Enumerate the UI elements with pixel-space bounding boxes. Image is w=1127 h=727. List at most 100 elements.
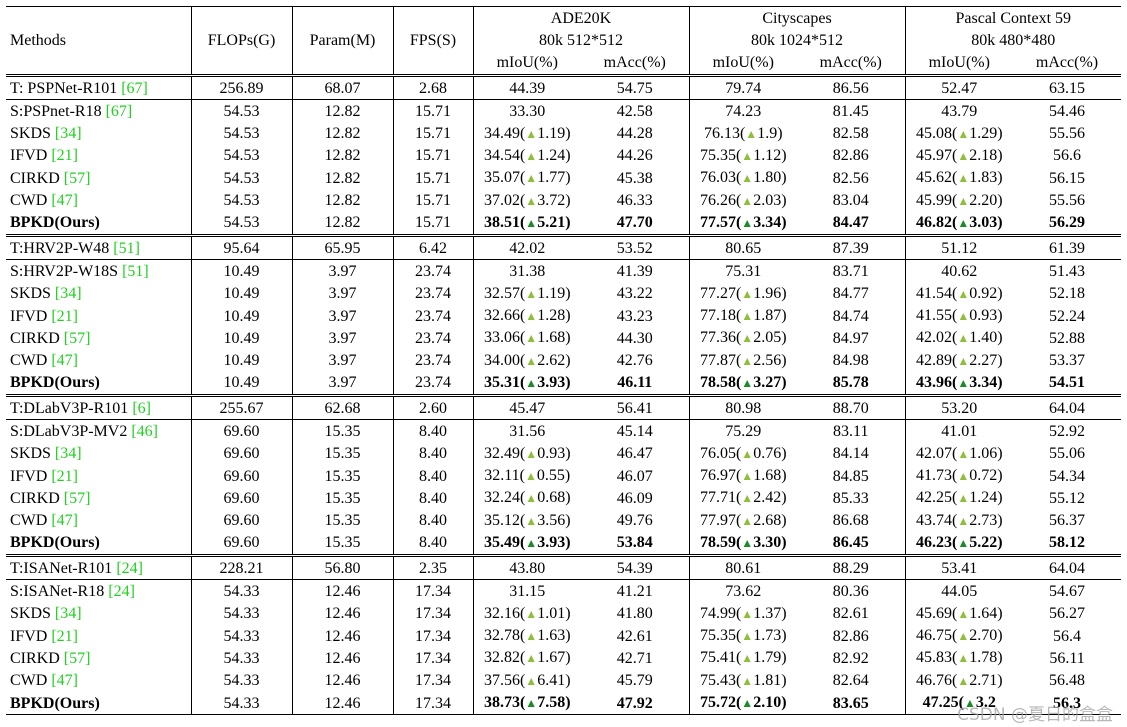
metric-cell: 35.07(▲1.77) — [472, 167, 581, 190]
metric-cell: 46.47 — [581, 443, 689, 465]
metric-gain: 0.76) — [753, 444, 787, 462]
citation-link[interactable]: [57] — [63, 169, 91, 187]
citation-link[interactable]: [21] — [51, 627, 78, 645]
metric-gain: 1.37) — [753, 604, 787, 622]
metric-cell: 76.13(▲1.9) — [688, 122, 797, 145]
method-name: CIRKD — [10, 489, 64, 507]
flops-cell: 54.33 — [190, 647, 292, 670]
citation-link[interactable]: [34] — [54, 605, 82, 623]
metric-value: 75.35( — [699, 146, 742, 164]
citation-link[interactable]: [47] — [51, 352, 78, 370]
metric-value: 42.76 — [616, 352, 653, 370]
citation-link[interactable]: [47] — [51, 512, 78, 530]
metric-value: 46.09 — [616, 489, 653, 507]
fps-cell: 17.34 — [392, 602, 473, 626]
bold-value: 84.47 — [833, 214, 869, 231]
metric-cell: 47.70 — [581, 212, 689, 236]
metric-cell: 56.48 — [1013, 670, 1121, 692]
up-triangle-icon: ▲ — [741, 171, 754, 186]
metric-gain: 2.03) — [753, 191, 787, 209]
metric-cell: 56.15 — [1013, 167, 1121, 189]
metric-cell: 73.62 — [688, 579, 797, 603]
citation-link[interactable]: [57] — [63, 329, 91, 347]
param-cell: 15.35 — [291, 487, 393, 510]
citation-link[interactable]: [34] — [54, 445, 82, 463]
method-bold: BPKD(Ours) — [10, 214, 100, 231]
bold-value: 58.12 — [1049, 534, 1085, 551]
metric-cell: 83.04 — [797, 189, 905, 211]
method-cell: CWD [47] — [6, 670, 191, 692]
up-triangle-icon: ▲ — [525, 696, 538, 711]
table-row: IFVD [21] 10.49 3.97 23.74 32.66(▲1.28) 43.23… — [6, 304, 1121, 328]
metric-cell: 82.56 — [797, 167, 905, 189]
citation-link[interactable]: [34] — [54, 285, 82, 303]
metric-value: 32.78( — [483, 627, 526, 645]
metric-gain: 2.10) — [753, 694, 787, 712]
metric-value: 85.78 — [832, 374, 869, 392]
table-row: CWD [47] 10.49 3.97 23.74 34.00(▲2.62) 42.76 7… — [6, 349, 1121, 372]
citation-link[interactable]: [34] — [54, 125, 82, 143]
metric-cell: 56.6 — [1013, 145, 1121, 167]
citation-link[interactable]: [21] — [51, 307, 78, 325]
citation-link[interactable]: [57] — [63, 489, 91, 507]
fps-cell: 17.34 — [392, 647, 473, 670]
metric-value: 86.45 — [832, 534, 869, 552]
metric-value: 41.39 — [616, 262, 653, 280]
citation-link[interactable]: [21] — [51, 467, 78, 485]
metric-cell: 46.11 — [581, 372, 689, 396]
method-cell: SKDS [34] — [6, 603, 191, 625]
metric-cell: 85.33 — [797, 487, 905, 509]
header-param: Param(M) — [291, 6, 393, 76]
metric-cell: 46.75(▲2.70) — [904, 625, 1014, 648]
metric-cell: 53.52 — [581, 233, 689, 260]
metric-cell: 55.06 — [1013, 443, 1121, 465]
metric-cell: 41.39 — [581, 259, 689, 283]
metric-value: 82.56 — [832, 169, 869, 187]
metric-value: 44.05 — [941, 583, 978, 601]
citation-link[interactable]: [47] — [51, 192, 78, 210]
metric-value: 43.96( — [915, 373, 958, 391]
metric-value: 56.11 — [1049, 649, 1085, 667]
citation-link[interactable]: [21] — [51, 147, 78, 165]
fps-cell: 23.74 — [392, 327, 473, 350]
fps-cell: 17.34 — [392, 691, 473, 716]
metric-value: 42.58 — [616, 102, 653, 120]
citation-link[interactable]: [57] — [63, 649, 91, 667]
param-cell: 3.97 — [291, 282, 393, 305]
citation-link[interactable]: [51] — [122, 262, 149, 280]
table-row: S:DLabV3P-MV2 [46] 69.60 15.35 8.40 31.56 45.… — [6, 419, 1122, 443]
metric-cell: 55.12 — [1013, 487, 1121, 509]
citation-link[interactable]: [67] — [105, 102, 133, 120]
citation-link[interactable]: [46] — [131, 422, 158, 440]
method-cell: CWD [47] — [6, 189, 191, 211]
teacher-row: T:DLabV3P-R101 [6] 255.67 62.68 2.60 45.47 56… — [6, 394, 1122, 420]
metric-value: 43.79 — [941, 102, 978, 120]
up-triangle-icon: ▲ — [957, 606, 970, 621]
header-macc: mAcc(%) — [1035, 54, 1099, 72]
metric-cell: 77.57(▲3.34) — [688, 211, 797, 236]
fps-cell: 15.71 — [392, 189, 473, 212]
flops-cell: 54.33 — [190, 579, 292, 603]
metric-value: 83.11 — [833, 422, 869, 440]
table-row: CWD [47] 54.53 12.82 15.71 37.02(▲3.72) 46.33… — [6, 189, 1121, 212]
citation-link[interactable]: [24] — [116, 559, 143, 577]
citation-link[interactable]: [67] — [121, 79, 148, 97]
metric-gain: 1.83) — [969, 169, 1003, 187]
up-triangle-icon: ▲ — [525, 331, 538, 346]
metric-value: 45.69( — [915, 604, 958, 622]
citation-link[interactable]: [6] — [132, 399, 151, 417]
citation-link[interactable]: [47] — [51, 672, 78, 690]
citation-link[interactable]: [24] — [108, 583, 135, 601]
metric-cell: 44.39 — [472, 73, 581, 100]
fps-cell: 17.34 — [392, 625, 473, 648]
metric-value: 35.49( — [483, 533, 526, 551]
metric-gain: 1.67) — [537, 649, 571, 667]
bold-value: 83.65 — [833, 695, 869, 712]
metric-cell: 44.26 — [581, 145, 689, 167]
citation-link[interactable]: [51] — [113, 239, 140, 257]
flops-cell: 10.49 — [190, 259, 292, 283]
metric-value: 55.06 — [1049, 445, 1086, 463]
metric-cell: 32.66(▲1.28) — [472, 304, 581, 328]
up-triangle-icon: ▲ — [957, 148, 970, 163]
param-cell: 3.97 — [291, 371, 393, 396]
